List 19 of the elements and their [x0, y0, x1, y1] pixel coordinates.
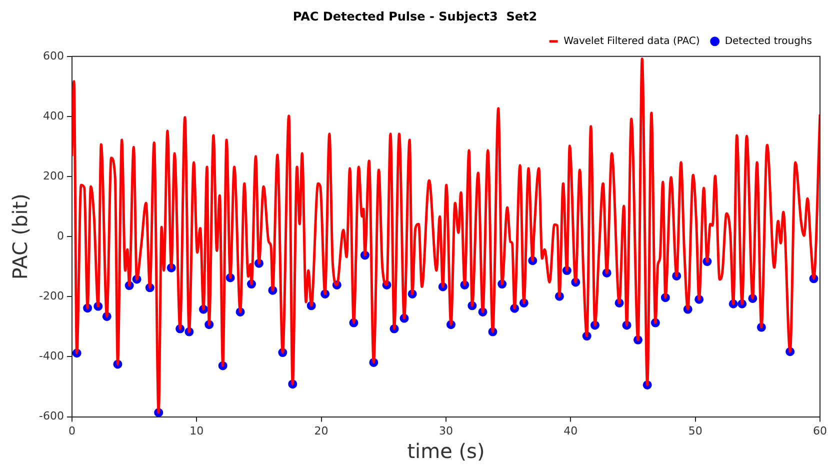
x-tick-label: 60 [813, 424, 827, 438]
chart-title: PAC Detected Pulse - Subject3 Set2 [292, 9, 538, 24]
legend-label: Detected troughs [724, 36, 812, 47]
y-tick-label: 0 [56, 229, 64, 242]
y-tick-label: -200 [38, 290, 64, 303]
y-tick-label: -400 [38, 350, 64, 363]
legend-label: Wavelet Filtered data (PAC) [564, 36, 700, 47]
x-tick-label: 0 [68, 424, 76, 438]
y-axis-title: PAC (bit) [8, 194, 32, 280]
y-tick-label: 600 [42, 49, 64, 62]
x-tick-label: 30 [438, 424, 453, 438]
x-tick-label: 40 [564, 424, 578, 438]
x-tick-label: 20 [314, 424, 328, 438]
x-tick-label: 50 [688, 424, 702, 438]
y-tick-label: 200 [42, 169, 64, 182]
y-tick-label: -600 [38, 410, 64, 423]
x-axis-title: time (s) [407, 439, 485, 464]
y-tick-label: 400 [42, 109, 64, 122]
x-tick-label: 10 [190, 424, 204, 438]
